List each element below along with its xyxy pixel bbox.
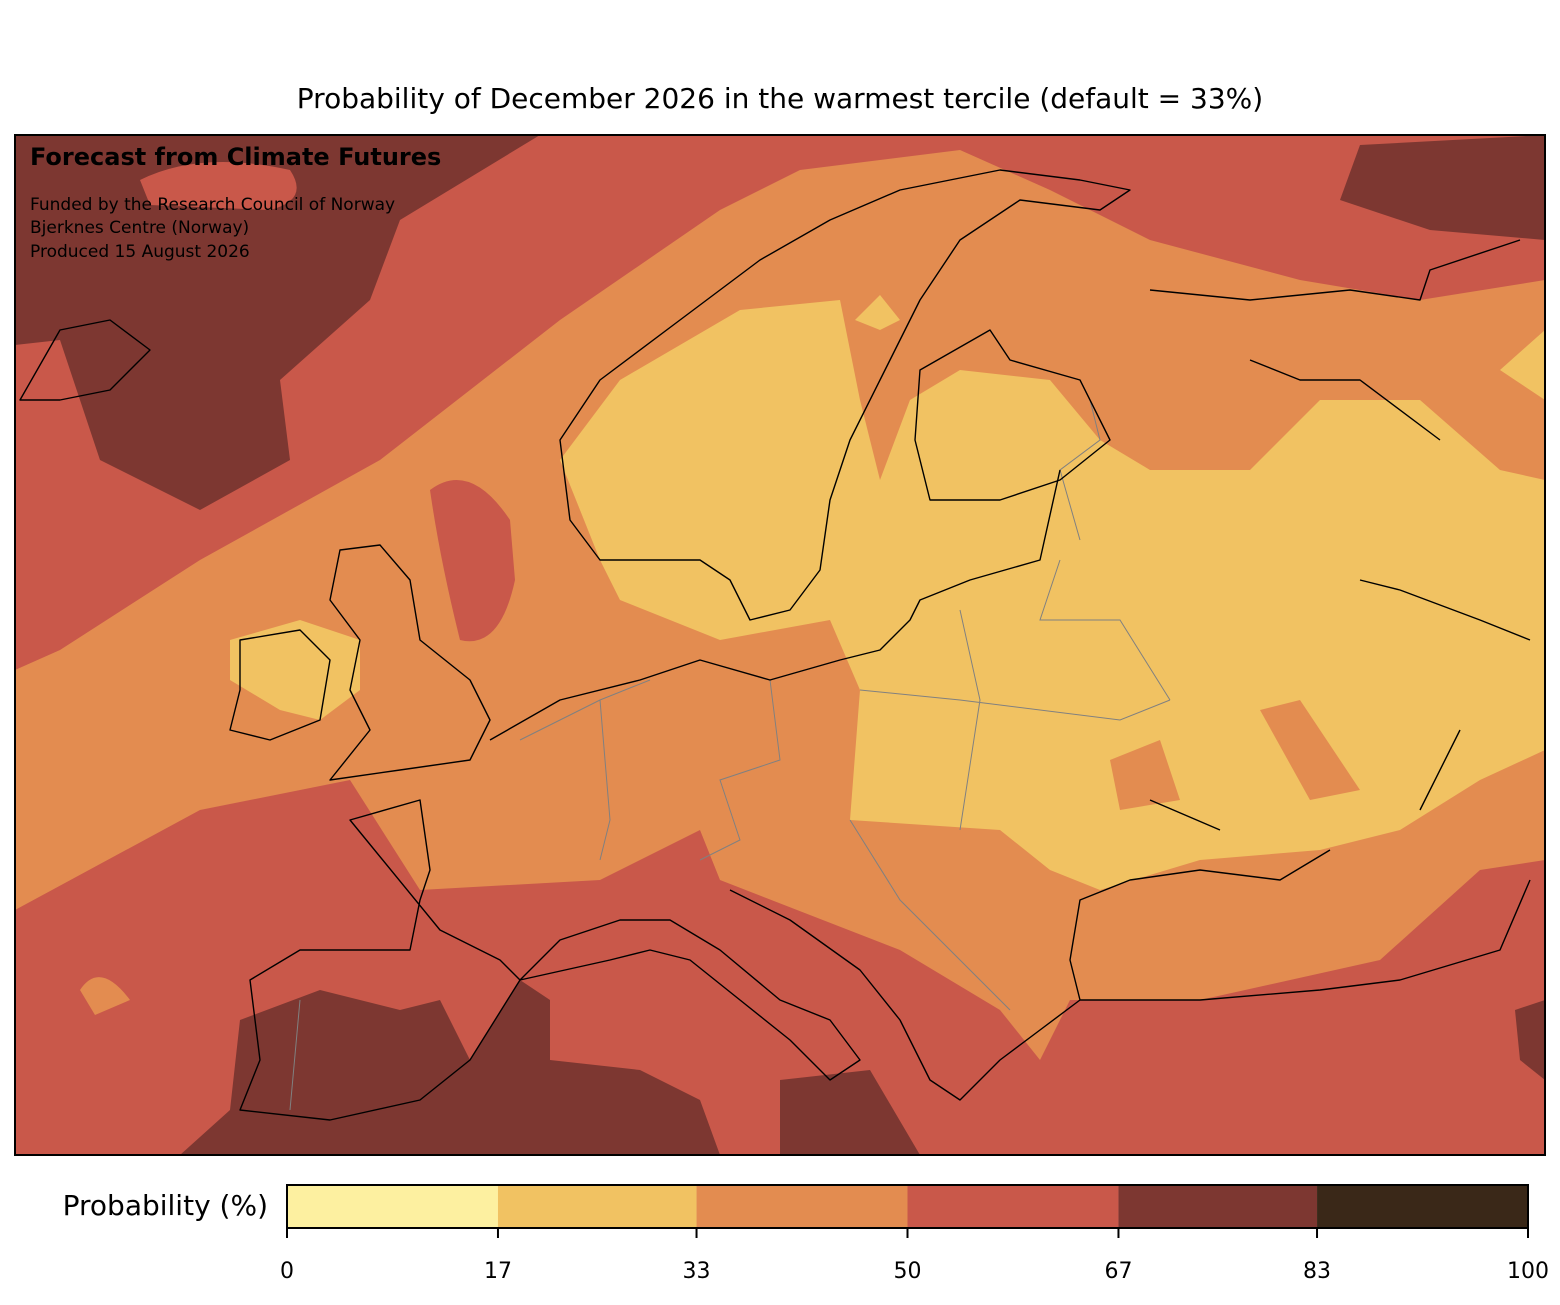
colorbar-segment [287,1185,498,1228]
coastline [519,919,861,1081]
probability-area [1515,1000,1545,1080]
coastlines [19,169,1531,1121]
probability-area [780,1070,920,1155]
map-frame [14,134,1546,1156]
probability-area [140,162,297,210]
probability-area [80,977,130,1015]
coastline [489,469,1061,741]
colorbar-segment [1118,1185,1318,1228]
colorbar-segment [497,1185,697,1228]
annotation-line: Funded by the Research Council of Norway [30,195,395,215]
probability-area [430,480,515,642]
map [15,135,1545,1155]
probability-area [1260,700,1360,800]
coastline [329,544,491,781]
coastline [914,329,1111,501]
probability-area [1500,330,1545,400]
map-title: Probability of December 2026 in the warm… [297,82,1263,115]
colorbar-label: Probability (%) [63,1189,268,1222]
coastline [239,799,521,1121]
colorbar-tick-label: 67 [1104,1259,1132,1284]
colorbar-segment [907,1185,1119,1228]
colorbar-segment [1317,1185,1528,1228]
colorbar-tick-label: 33 [683,1259,711,1284]
coastline [1149,239,1521,441]
probability-area [855,295,900,330]
probability-area [230,620,360,720]
coastline [229,629,331,741]
coastline [1149,579,1531,831]
colorbar-tick-label: 0 [280,1259,294,1284]
probability-area [180,980,720,1155]
border-line [289,399,1171,1111]
colorbar-tick-label: 17 [484,1259,512,1284]
probability-area [1110,740,1180,810]
annotation-heading: Forecast from Climate Futures [30,143,441,171]
colorbar-segment [696,1185,908,1228]
probability-area [1340,135,1545,240]
annotation-line: Bjerknes Centre (Norway) [30,218,249,238]
colorbar-tick-label: 50 [894,1259,922,1284]
probability-area [15,135,540,510]
colorbar-tick-label: 100 [1507,1259,1549,1284]
coastline [729,849,1531,1101]
colorbar-tick-label: 83 [1303,1259,1331,1284]
coastline [19,319,151,401]
coastline [559,169,1131,621]
borders [289,399,1171,1111]
colorbar: 0 17 33 50 67 83 100 [280,1184,1549,1284]
annotation-line: Produced 15 August 2026 [30,242,250,262]
